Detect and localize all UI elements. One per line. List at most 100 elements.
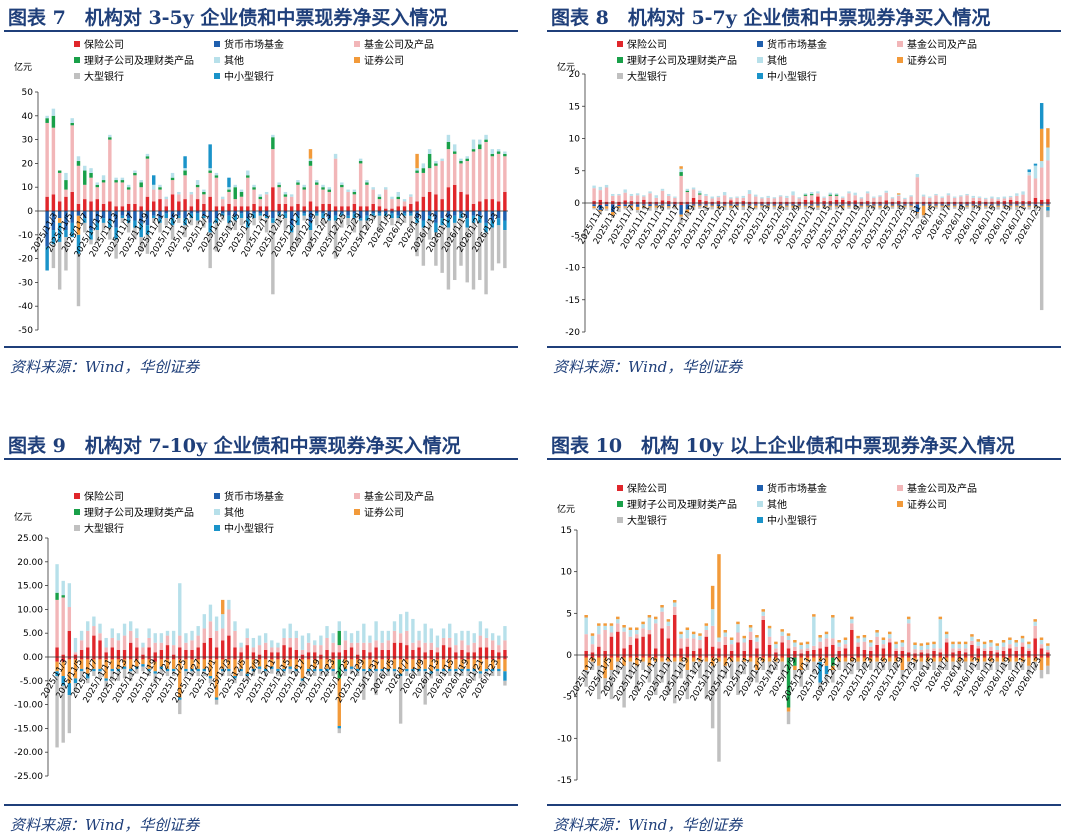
bar-segment-securities <box>822 205 826 207</box>
bar-segment-other <box>300 635 305 650</box>
bar-segment-insurance <box>853 200 857 203</box>
bar-segment-wealth <box>158 187 162 190</box>
bar-segment-fund <box>890 198 895 202</box>
bar-segment-securities <box>736 657 740 662</box>
bar-segment-other <box>471 139 476 150</box>
bar-segment-fund <box>390 199 394 209</box>
bar-segment-insurance <box>184 657 188 660</box>
bar-segment-big_bank <box>865 206 870 211</box>
bar-segment-securities <box>331 659 335 669</box>
bar-segment-insurance <box>723 655 728 658</box>
bar-segment-wealth <box>421 168 426 173</box>
bar-segment-fund <box>1008 644 1012 649</box>
bar-segment-money_fund <box>722 204 727 206</box>
bar-segment-small_bank <box>460 668 464 672</box>
bar-segment-big_bank <box>685 670 690 700</box>
bar-segment-insurance <box>392 642 397 657</box>
y-tick-label: 0 <box>574 199 580 209</box>
bar-segment-other <box>251 637 256 648</box>
bar-segment-small_bank <box>133 220 137 228</box>
bar-segment-fund <box>165 635 170 646</box>
bar-segment-big_bank <box>67 695 72 734</box>
bar-segment-big_bank <box>76 253 81 307</box>
bar-segment-other <box>472 633 476 643</box>
bar-segment-securities <box>698 633 702 636</box>
bar-segment-insurance <box>843 655 848 658</box>
legend-swatch-other <box>214 509 220 515</box>
bar-segment-insurance <box>159 657 164 660</box>
bar-segment-other <box>691 187 696 190</box>
bar-segment-fund <box>717 641 721 649</box>
bar-segment-fund <box>89 177 93 202</box>
bar-segment-other <box>940 196 944 198</box>
bar-segment-other <box>233 184 237 188</box>
bar-segment-fund <box>623 192 627 201</box>
bar-segment-big_bank <box>402 215 407 223</box>
bar-segment-small_bank <box>270 666 274 669</box>
bar-segment-small_bank <box>214 218 219 223</box>
bar-segment-securities <box>816 205 820 208</box>
legend-label-big_bank: 大型银行 <box>84 70 124 83</box>
bar-segment-fund <box>139 187 143 207</box>
bar-segment-insurance <box>440 199 444 211</box>
bar-segment-big_bank <box>196 671 200 677</box>
bar-segment-money_fund <box>409 211 413 214</box>
bar-segment-insurance <box>736 655 740 658</box>
bar-segment-insurance <box>747 201 752 203</box>
bar-segment-fund <box>435 647 440 653</box>
bar-segment-money_fund <box>164 211 168 214</box>
bar-segment-insurance <box>257 657 262 660</box>
bar-segment-securities <box>398 659 403 674</box>
bar-segment-fund <box>919 650 924 653</box>
bar-segment-insurance <box>812 650 816 655</box>
bar-segment-wealth <box>415 170 419 173</box>
bar-segment-small_bank <box>276 668 280 672</box>
bar-segment-insurance <box>421 196 426 211</box>
panel-title: 图表 10 机构 10y 以上企业债和中票现券净买入情况 <box>551 435 1015 457</box>
bar-segment-other <box>865 191 870 194</box>
bar-segment-securities <box>862 635 867 638</box>
bar-segment-big_bank <box>452 222 457 281</box>
bar-segment-fund <box>239 196 244 207</box>
bar-segment-other <box>288 623 292 638</box>
bar-segment-small_bank <box>343 668 348 672</box>
y-unit-label: 亿元 <box>14 511 32 523</box>
y-tick-label: -40 <box>18 302 33 312</box>
bar-segment-securities <box>881 637 886 640</box>
bar-segment-insurance <box>390 208 394 211</box>
bar-segment-insurance <box>628 645 633 655</box>
bar-segment-big_bank <box>195 220 200 226</box>
bar-segment-securities <box>894 657 898 662</box>
bar-segment-money_fund <box>139 211 143 223</box>
bar-segment-big_bank <box>900 670 905 679</box>
bar-segment-securities <box>196 659 200 669</box>
bar-segment-big_bank <box>1027 665 1031 675</box>
bar-segment-fund <box>1014 646 1018 651</box>
bar-segment-other <box>850 619 854 624</box>
bar-segment-wealth <box>352 191 357 195</box>
bar-segment-money_fund <box>865 204 870 206</box>
y-unit-label: 亿元 <box>557 61 575 73</box>
bar-segment-insurance <box>276 657 280 660</box>
bar-segment-other <box>884 190 888 193</box>
bar-segment-insurance <box>691 655 696 658</box>
bar-segment-fund <box>641 628 645 637</box>
bar-segment-other <box>982 644 987 649</box>
bar-segment-fund <box>822 197 826 202</box>
bar-segment-big_bank <box>831 670 835 683</box>
bar-segment-insurance <box>490 657 495 660</box>
bar-segment-insurance <box>736 642 740 655</box>
bar-segment-big_bank <box>906 661 911 670</box>
bar-segment-money_fund <box>604 204 609 207</box>
bar-segment-other <box>139 180 143 183</box>
bar-segment-securities <box>722 205 727 207</box>
bar-segment-securities <box>872 205 876 207</box>
bar-segment-fund <box>913 649 917 654</box>
bar-segment-fund <box>365 184 369 207</box>
legend-label-insurance: 保险公司 <box>627 38 667 51</box>
bar-segment-fund <box>116 640 121 650</box>
y-tick-label: -10 <box>565 264 580 274</box>
bar-segment-fund <box>460 640 464 650</box>
legend-swatch-money_fund <box>214 493 220 499</box>
bar-segment-other <box>402 199 407 202</box>
